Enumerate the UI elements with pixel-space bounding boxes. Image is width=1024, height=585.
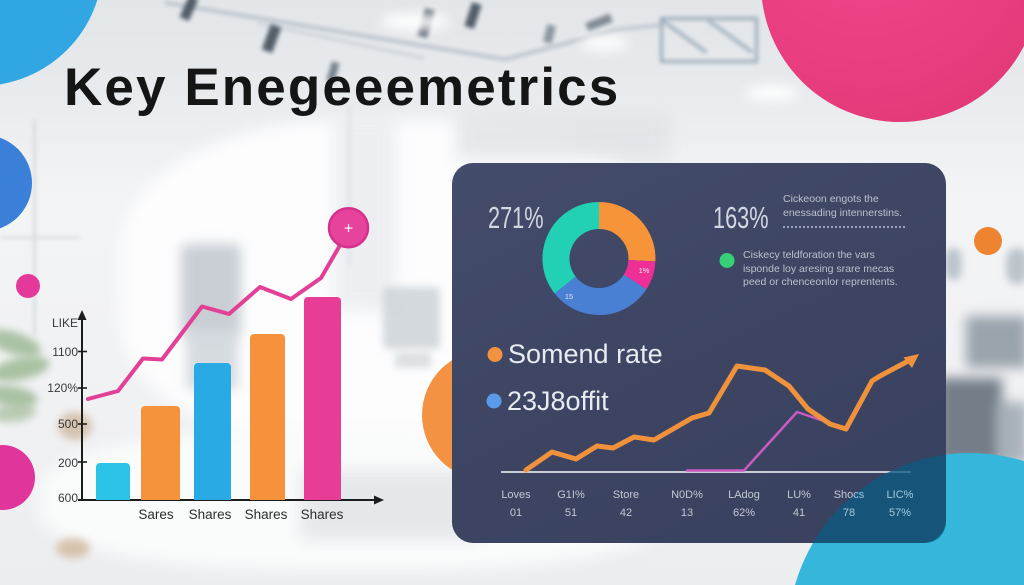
svg-text:200: 200 [58,456,78,470]
svg-text:01: 01 [510,507,522,519]
svg-text:120%: 120% [47,381,78,395]
svg-text:Shares: Shares [189,507,232,522]
svg-text:LU%: LU% [787,489,811,501]
svg-text:41: 41 [793,507,805,519]
svg-text:Shares: Shares [301,507,344,522]
svg-text:42: 42 [620,507,632,519]
svg-text:57%: 57% [889,507,911,519]
svg-text:LIC%: LIC% [887,489,914,501]
svg-text:Shocs: Shocs [834,489,865,501]
svg-text:+: + [344,221,353,238]
svg-text:LIKE: LIKE [52,316,78,330]
svg-text:Sares: Sares [138,507,174,522]
svg-text:600: 600 [58,491,78,505]
svg-text:78: 78 [843,507,855,519]
svg-text:500: 500 [58,417,78,431]
svg-text:1100: 1100 [52,345,78,359]
svg-text:13: 13 [681,507,693,519]
svg-text:N0D%: N0D% [671,489,703,501]
svg-text:G1I%: G1I% [557,489,585,501]
svg-text:15: 15 [565,292,573,301]
svg-text:51: 51 [565,507,577,519]
svg-text:62%: 62% [733,507,755,519]
svg-text:LAdog: LAdog [728,489,760,501]
svg-text:Shares: Shares [245,507,288,522]
svg-text:Store: Store [613,489,639,501]
svg-text:1%: 1% [639,266,650,275]
svg-text:Loves: Loves [501,489,531,501]
